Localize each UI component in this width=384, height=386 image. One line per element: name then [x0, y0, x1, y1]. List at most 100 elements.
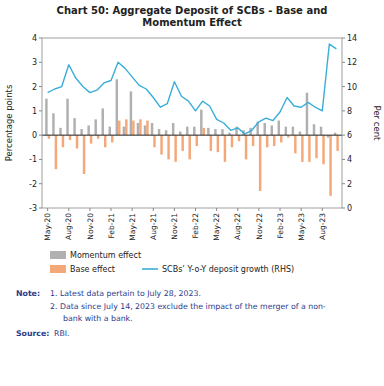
bar: [271, 125, 273, 135]
y2-tick-label: 8: [347, 107, 352, 116]
y2-tick-label: 12: [347, 58, 357, 67]
y2-tick-label: 2: [347, 180, 352, 189]
y-tick-label: 0: [32, 131, 37, 140]
bar: [73, 118, 75, 135]
bar: [172, 123, 174, 135]
y-tick-label: 2: [32, 83, 37, 92]
bar: [313, 124, 315, 135]
annotation: Source:: [16, 329, 49, 338]
bar: [132, 121, 134, 136]
y-tick: [39, 135, 42, 136]
plot-frame: [42, 38, 342, 208]
bar: [111, 135, 113, 142]
bar: [144, 125, 146, 135]
bar: [207, 128, 209, 135]
x-tick: [47, 208, 48, 211]
background: [0, 0, 384, 386]
y-tick-label: -2: [29, 180, 37, 189]
bar: [193, 127, 195, 135]
bar: [94, 119, 96, 135]
y2-tick-label: 4: [347, 155, 352, 164]
bar: [167, 135, 169, 159]
y-tick: [39, 38, 42, 39]
x-tick-label: May-20: [43, 213, 52, 241]
bar: [139, 119, 141, 135]
bar: [102, 108, 104, 135]
bar: [188, 135, 190, 159]
bar: [45, 99, 47, 135]
bar: [125, 119, 127, 135]
x-tick-label: Aug-20: [64, 213, 73, 240]
bar: [322, 135, 324, 164]
x-tick-label: Nov-21: [170, 213, 179, 240]
y-tick-label: -1: [29, 155, 37, 164]
bar: [299, 132, 301, 136]
bar: [48, 135, 50, 139]
bar: [174, 135, 176, 162]
baseline: [42, 135, 342, 136]
y-tick: [39, 183, 42, 184]
x-tick-label: Aug-22: [233, 213, 242, 240]
x-tick-label: Nov-20: [86, 213, 95, 240]
x-tick-label: Feb-22: [191, 213, 200, 239]
legend-label: SCBs’ Y-o-Y deposit growth (RHS): [162, 265, 294, 274]
bar: [306, 93, 308, 135]
annotation: RBI.: [54, 329, 70, 338]
bar: [292, 127, 294, 135]
bar: [273, 135, 275, 146]
y2-tick: [342, 208, 345, 209]
bar: [116, 79, 118, 135]
x-tick: [89, 208, 90, 211]
bar: [266, 135, 268, 147]
y-tick: [39, 62, 42, 63]
bar: [59, 128, 61, 135]
legend-swatch: [50, 251, 66, 259]
x-tick: [258, 208, 259, 211]
bar: [221, 129, 223, 135]
bar: [315, 135, 317, 158]
x-tick-label: Aug-23: [318, 213, 327, 240]
line: [48, 44, 337, 134]
bar: [179, 132, 181, 136]
bar: [118, 121, 120, 136]
y2-tick: [342, 135, 345, 136]
x-tick: [301, 208, 302, 211]
y-axis-label: Percentage points: [4, 84, 14, 161]
legend-label: Base effect: [70, 265, 115, 274]
annotation: 1. Latest data pertain to July 28, 2023.: [50, 289, 201, 298]
x-tick: [111, 208, 112, 211]
bar: [69, 135, 71, 140]
y-tick: [39, 86, 42, 87]
bar: [210, 135, 212, 151]
bar: [196, 135, 198, 146]
y2-tick: [342, 62, 345, 63]
y-tick: [39, 159, 42, 160]
bar: [200, 110, 202, 135]
legend-label: Momentum effect: [70, 251, 141, 260]
annotation: Note:: [16, 289, 40, 298]
title: Chart 50: Aggregate Deposit of SCBs - Ba…: [57, 5, 328, 28]
bar: [263, 123, 265, 135]
y2-tick-label: 0: [347, 204, 352, 213]
y-tick-label: 1: [32, 107, 37, 116]
x-tick-label: May-21: [128, 213, 137, 241]
bar: [278, 121, 280, 136]
bar: [76, 135, 78, 148]
y-tick: [39, 208, 42, 209]
bar: [320, 127, 322, 135]
x-tick-label: Aug-21: [149, 213, 158, 240]
bar: [55, 135, 57, 169]
x-tick: [153, 208, 154, 211]
bar: [158, 129, 160, 135]
x-tick: [216, 208, 217, 211]
plot-marks: [45, 44, 339, 196]
bar: [280, 135, 282, 142]
annotation: bank with a bank.: [63, 314, 133, 323]
bar: [104, 135, 106, 147]
bar: [80, 129, 82, 135]
y2-tick-label: 10: [347, 83, 357, 92]
y2-tick-label: 14: [347, 34, 357, 43]
legend: Momentum effect Base effect SCBs’ Y-o-Y de…: [50, 251, 294, 274]
bar: [224, 135, 226, 162]
bar: [153, 135, 155, 147]
